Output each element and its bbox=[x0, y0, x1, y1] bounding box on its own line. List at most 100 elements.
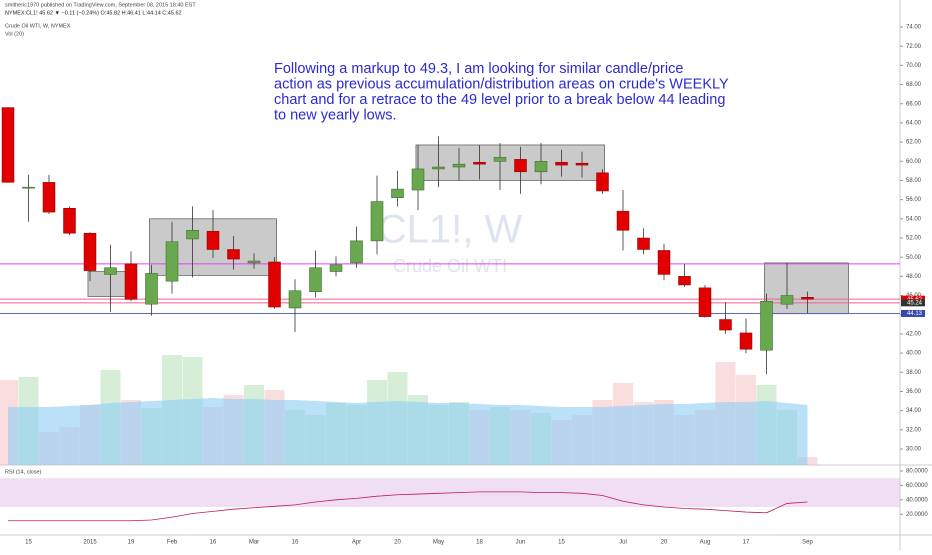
candle-body bbox=[83, 232, 97, 271]
x-tick-label: Aug bbox=[700, 540, 711, 546]
candle-body bbox=[42, 182, 56, 213]
y-tick-label: 56.00 bbox=[906, 197, 922, 203]
candle-body bbox=[698, 287, 712, 317]
y-tick-label: 54.00 bbox=[906, 216, 922, 222]
x-tick-label: Jun bbox=[516, 540, 526, 546]
x-tick-label: 16 bbox=[210, 540, 217, 546]
candle-body bbox=[1, 107, 15, 183]
rsi-title: RSI (14, close) bbox=[5, 469, 42, 475]
candle-body bbox=[22, 186, 35, 189]
candle-body bbox=[247, 260, 261, 264]
candle-body bbox=[145, 273, 158, 305]
rsi-line bbox=[8, 491, 808, 522]
y-tick-label: 32.00 bbox=[906, 427, 922, 433]
x-tick-label: 15 bbox=[558, 540, 565, 546]
y-tick-label: 48.00 bbox=[906, 274, 922, 280]
candle-body bbox=[514, 159, 527, 173]
x-tick-label: Apr bbox=[352, 540, 361, 546]
candle-body bbox=[452, 163, 466, 168]
annotation: chart and for a retrace to the 49 level … bbox=[274, 92, 725, 108]
y-tick-label: 38.00 bbox=[906, 370, 922, 376]
candle-body bbox=[473, 161, 486, 165]
candle-body bbox=[124, 263, 138, 300]
candle-body bbox=[739, 332, 753, 350]
y-tick-label: 74.00 bbox=[906, 25, 922, 31]
watermark: CL1!, W bbox=[378, 208, 523, 252]
y-tick-label: 34.00 bbox=[906, 408, 922, 414]
annotation: to new yearly lows. bbox=[274, 107, 397, 123]
range-box bbox=[415, 144, 605, 181]
y-tick-label: 72.00 bbox=[906, 44, 922, 50]
candle-body bbox=[186, 230, 199, 240]
candle-body bbox=[555, 161, 568, 166]
y-tick-label: 66.00 bbox=[906, 101, 922, 107]
candle-body bbox=[616, 210, 630, 231]
price-tag bbox=[901, 295, 925, 303]
y-tick-label: 42.00 bbox=[906, 331, 922, 337]
candle-body bbox=[350, 240, 363, 264]
rsi-tick-label: 20.0000 bbox=[906, 512, 928, 518]
candle-body bbox=[780, 295, 794, 305]
y-tick-label: 64.00 bbox=[906, 120, 922, 126]
x-tick-label: 20 bbox=[661, 540, 668, 546]
candle-body bbox=[227, 249, 240, 260]
price-tag-label: 44.13 bbox=[907, 311, 923, 317]
x-tick-label: Feb bbox=[167, 540, 178, 546]
price-tag-label: 45.24 bbox=[907, 300, 923, 306]
candle-body bbox=[391, 188, 404, 198]
x-tick-label: May bbox=[433, 540, 444, 546]
y-tick-label: 70.00 bbox=[906, 63, 922, 69]
candle-body bbox=[493, 157, 507, 162]
candle-body bbox=[637, 237, 650, 250]
x-tick-label: 17 bbox=[743, 540, 750, 546]
x-tick-label: 2015 bbox=[83, 540, 97, 546]
annotation: action as previous accumulation/distribu… bbox=[274, 76, 729, 92]
candle-body bbox=[678, 276, 691, 286]
price-tag bbox=[901, 309, 925, 317]
candle-body bbox=[411, 168, 425, 191]
x-tick-label: 20 bbox=[394, 540, 401, 546]
candle-body bbox=[575, 162, 589, 166]
x-tick-label: 18 bbox=[476, 540, 483, 546]
candle-body bbox=[719, 319, 732, 331]
candle-body bbox=[288, 290, 302, 309]
candle-body bbox=[370, 201, 384, 242]
candle-body bbox=[596, 172, 609, 192]
y-tick-label: 50.00 bbox=[906, 255, 922, 261]
header: smitheric1970 published on TradingView.c… bbox=[5, 2, 196, 8]
x-tick-label: Sep bbox=[802, 540, 813, 546]
x-tick-label: Jul bbox=[619, 540, 627, 546]
chart-title: Crude Oil WTI, W, NYMEX bbox=[5, 23, 71, 29]
y-tick-label: 52.00 bbox=[906, 236, 922, 242]
x-tick-label: 16 bbox=[292, 540, 299, 546]
rsi-tick-label: 60.0000 bbox=[906, 483, 928, 489]
candle-body bbox=[432, 166, 445, 170]
annotation: Following a markup to 49.3, I am looking… bbox=[274, 61, 683, 77]
candle-body bbox=[104, 267, 117, 275]
quote: NYMEX:CL1! 45.62 ▼ −0.11 (−0.24%) O:45.8… bbox=[5, 10, 182, 16]
volume-ma bbox=[8, 398, 808, 465]
candle-body bbox=[309, 267, 322, 292]
y-tick-label: 68.00 bbox=[906, 82, 922, 88]
y-tick-label: 58.00 bbox=[906, 178, 922, 184]
candle-body bbox=[165, 241, 179, 282]
candle-body bbox=[534, 161, 548, 173]
range-box bbox=[764, 262, 849, 315]
y-tick-label: 40.00 bbox=[906, 351, 922, 357]
volume-title: Vol (20) bbox=[5, 31, 24, 37]
watermark-sub: Crude Oil WTI bbox=[393, 256, 507, 276]
x-tick-label: 19 bbox=[128, 540, 135, 546]
candle-body bbox=[63, 208, 76, 234]
x-tick-label: 15 bbox=[25, 540, 32, 546]
y-tick-label: 36.00 bbox=[906, 389, 922, 395]
price-tag bbox=[901, 299, 925, 307]
candle-body bbox=[329, 264, 343, 272]
candle-body bbox=[268, 261, 281, 308]
y-tick-label: 60.00 bbox=[906, 159, 922, 165]
candle-body bbox=[760, 301, 773, 351]
y-tick-label: 30.00 bbox=[906, 447, 922, 453]
candle-body bbox=[657, 250, 671, 275]
x-tick-label: Mar bbox=[249, 540, 259, 546]
candle-body bbox=[801, 297, 814, 300]
